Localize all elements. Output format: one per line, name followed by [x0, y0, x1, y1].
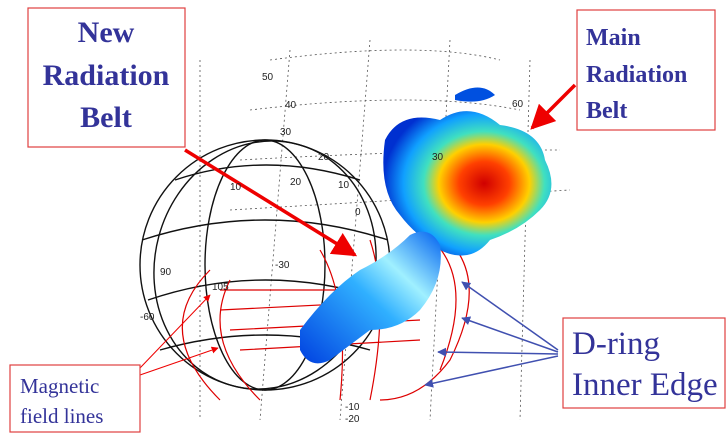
- grid-label: 60: [512, 99, 524, 110]
- grid-label: 40: [285, 100, 297, 111]
- main-belt-box: Main Radiation Belt: [576, 9, 716, 131]
- grid-label: -60: [140, 312, 155, 323]
- label-line: Belt: [80, 101, 132, 134]
- grid-label: 20: [318, 152, 330, 163]
- label-line: New: [78, 16, 135, 49]
- label-line: Main: [586, 25, 641, 51]
- grid-labels: 50 40 30 60 20 10 0 30 20 10 -30 90 105 -60 -10-20: [140, 72, 524, 425]
- d-ring-box: D-ring Inner Edge: [562, 317, 726, 409]
- grid-label: 20: [290, 177, 302, 188]
- new-belt-blob: [300, 231, 441, 364]
- planet-globe: [139, 139, 391, 391]
- label-line: Radiation: [43, 59, 170, 92]
- grid-label: 30: [432, 152, 444, 163]
- pointer-arrows: [139, 83, 577, 388]
- grid-label: 105: [212, 282, 229, 293]
- main-belt-patch: [455, 87, 495, 102]
- label-line: Inner Edge: [572, 367, 718, 403]
- field-lines-box: Magnetic field lines: [9, 364, 141, 433]
- grid-label: 50: [262, 72, 274, 83]
- grid-label: -10: [345, 402, 360, 413]
- grid-label: 0: [355, 207, 361, 218]
- label-line: Radiation: [586, 62, 687, 88]
- grid-label: -30: [275, 260, 290, 271]
- grid-label: 30: [280, 127, 292, 138]
- label-line: D-ring: [572, 326, 660, 362]
- grid-label: 90: [160, 267, 172, 278]
- grid-label: -20: [345, 414, 360, 425]
- main-belt-blob: [383, 111, 552, 256]
- grid-label: 10: [338, 180, 350, 191]
- label-line: Belt: [586, 98, 627, 124]
- label-line: Magnetic: [20, 374, 99, 398]
- label-line: field lines: [20, 404, 103, 428]
- new-belt-box: New Radiation Belt: [27, 7, 186, 148]
- grid-label: 10: [230, 182, 242, 193]
